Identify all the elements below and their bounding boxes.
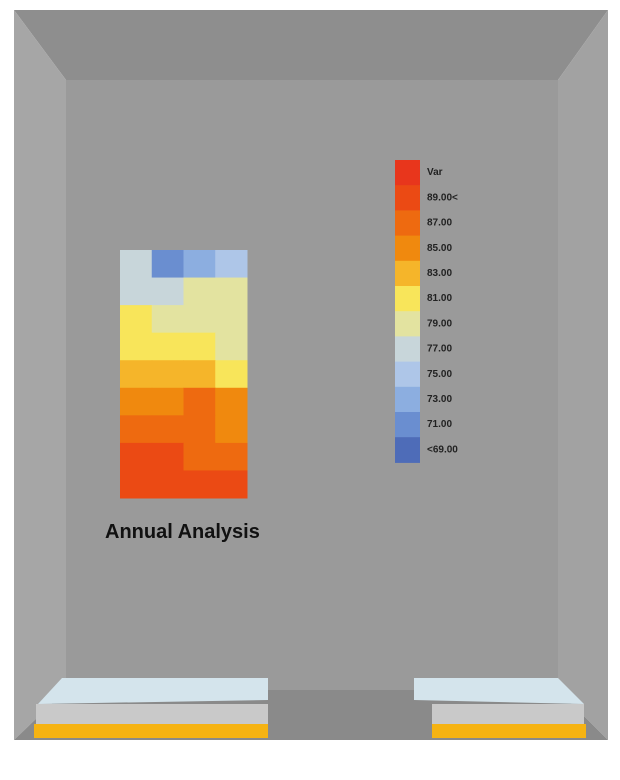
heatmap-cell: [120, 277, 153, 306]
legend-label: 77.00: [427, 344, 452, 355]
heatmap-cell: [183, 470, 216, 499]
heatmap-cell: [151, 360, 184, 389]
legend-swatch: [395, 412, 420, 438]
legend-swatch: [395, 336, 420, 363]
heatmap-cell: [120, 470, 153, 499]
legend-label: 83.00: [427, 268, 452, 279]
heatmap-cell: [183, 415, 216, 444]
heatmap-cell: [183, 305, 216, 334]
legend-label: 73.00: [427, 394, 452, 405]
heatmap-cell: [120, 387, 153, 416]
legend-swatch: [395, 361, 420, 388]
step: [38, 678, 268, 704]
heatmap-cell: [151, 332, 184, 361]
heatmap-cell: [151, 387, 184, 416]
heatmap-cell: [151, 250, 184, 279]
legend-label: 89.00<: [427, 192, 458, 203]
legend-label: 87.00: [427, 218, 452, 229]
legend-swatch: [395, 235, 420, 262]
heatmap-cell: [183, 387, 216, 416]
legend-swatch: [395, 160, 420, 186]
heatmap-cell: [120, 332, 153, 361]
heatmap-cell: [120, 442, 153, 471]
heatmap-cell: [215, 277, 248, 306]
heatmap-cell: [215, 332, 248, 361]
legend-label: 79.00: [427, 318, 452, 329]
heatmap-cell: [183, 360, 216, 389]
legend-swatch: [395, 260, 420, 287]
step: [414, 678, 584, 704]
step-edge: [432, 724, 586, 738]
legend-label: 81.00: [427, 293, 452, 304]
legend-swatch: [395, 185, 420, 211]
heatmap-cell: [183, 332, 216, 361]
heatmap-cell: [183, 277, 216, 306]
legend-label: 75.00: [427, 369, 452, 380]
right-wall: [558, 10, 608, 740]
step-edge: [34, 724, 268, 738]
heatmap-cell: [215, 305, 248, 334]
legend-label: Var: [427, 167, 443, 178]
heatmap-cell: [183, 250, 216, 279]
heatmap-cell: [215, 415, 248, 444]
legend-swatch: [395, 386, 420, 413]
heatmap-cell: [183, 442, 216, 471]
legend-label: 85.00: [427, 243, 452, 254]
heatmap-cell: [151, 415, 184, 444]
step: [432, 704, 584, 726]
heatmap-cell: [120, 250, 153, 279]
legend-label: 71.00: [427, 419, 452, 430]
heatmap-cell: [215, 387, 248, 416]
heatmap-cell: [151, 277, 184, 306]
legend-swatch: [395, 286, 420, 312]
heatmap-cell: [215, 250, 248, 279]
heatmap-cell: [215, 442, 248, 471]
heatmap-cell: [120, 305, 153, 334]
legend-swatch: [395, 437, 420, 463]
heatmap-cell: [215, 360, 248, 389]
legend-label: <69.00: [427, 444, 458, 455]
heatmap-cell: [215, 470, 248, 499]
legend-swatch: [395, 311, 420, 337]
chart-title: Annual Analysis: [105, 521, 260, 543]
heatmap-cell: [120, 360, 153, 389]
heatmap-cell: [151, 470, 184, 499]
step: [36, 704, 268, 726]
left-wall: [14, 10, 66, 740]
heatmap-cell: [151, 442, 184, 471]
heatmap-cell: [120, 415, 153, 444]
heatmap-cell: [151, 305, 184, 334]
legend-swatch: [395, 210, 420, 237]
ceiling: [14, 10, 608, 80]
